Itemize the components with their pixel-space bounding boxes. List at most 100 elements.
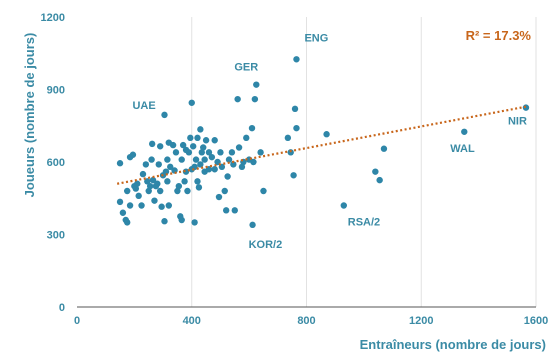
point-label-kor-2: KOR/2 [249, 239, 283, 251]
data-point-97 [290, 172, 297, 179]
point-label-uae: UAE [132, 100, 155, 112]
data-point-28 [158, 203, 165, 210]
point-labels: ENG GER UAE NIR WAL RSA/2 KOR/2 [132, 32, 526, 251]
data-point-82 [230, 161, 237, 168]
y-tick-label-2: 600 [47, 157, 65, 169]
data-point-19 [148, 156, 155, 163]
data-point-36 [167, 163, 174, 171]
data-point-40 [174, 187, 181, 195]
vertical-gridlines [191, 17, 537, 307]
y-tick-label-3: 900 [47, 85, 65, 97]
data-point-109 [340, 202, 347, 209]
data-point-95 [284, 134, 292, 142]
data-point-8 [129, 151, 137, 158]
y-tick-label-4: 1200 [41, 12, 65, 24]
data-point-53 [188, 99, 195, 106]
data-point-67 [202, 137, 210, 144]
data-point-0 [116, 160, 124, 167]
data-point-38 [171, 167, 178, 174]
data-point-41 [175, 182, 183, 190]
x-tick-label-3: 1200 [409, 315, 433, 327]
data-point-24 [154, 180, 161, 187]
data-point-30 [161, 218, 168, 225]
data-point-94 [260, 187, 267, 195]
data-point-26 [156, 187, 164, 195]
data-point-91 [250, 158, 257, 166]
point-label-eng: ENG [304, 32, 328, 44]
data-point-90 [248, 124, 256, 132]
x-tick-label-1: 400 [183, 315, 201, 327]
data-point-85 [235, 144, 243, 151]
data-point-55 [191, 219, 198, 226]
data-point-12 [135, 192, 142, 200]
data-point-104 [293, 56, 300, 63]
data-point-108 [461, 128, 468, 135]
data-point-27 [156, 143, 164, 150]
point-label-ger: GER [234, 62, 258, 74]
data-point-74 [215, 193, 223, 201]
x-tick-label-2: 800 [297, 315, 315, 327]
data-point-83 [231, 207, 238, 214]
data-point-63 [198, 149, 205, 156]
data-point-4 [124, 219, 131, 226]
data-point-70 [208, 153, 216, 161]
data-point-60 [195, 184, 203, 191]
data-point-68 [205, 149, 213, 156]
data-point-80 [225, 156, 233, 163]
data-point-75 [217, 149, 224, 156]
point-label-wal: WAL [450, 143, 475, 155]
data-point-98 [291, 105, 299, 113]
data-point-37 [169, 141, 177, 149]
data-point-6 [126, 202, 134, 209]
data-point-101 [372, 168, 379, 175]
data-point-22 [151, 197, 158, 204]
data-point-66 [201, 156, 208, 163]
data-point-2 [119, 209, 127, 216]
data-point-46 [181, 178, 188, 185]
y-tick-label-1: 300 [47, 230, 65, 242]
data-point-105 [253, 81, 260, 88]
x-axis-label: Entraîneurs (nombre de jours) [360, 337, 546, 352]
data-point-11 [134, 180, 141, 187]
scatter-points [116, 56, 530, 229]
y-tick-label-0: 0 [59, 302, 65, 314]
data-point-88 [243, 134, 250, 142]
data-point-78 [222, 207, 230, 214]
y-tick-labels: 0 300 600 900 1200 [41, 12, 65, 314]
data-point-61 [197, 161, 204, 168]
data-point-100 [323, 131, 330, 138]
data-point-71 [211, 166, 218, 173]
data-point-79 [224, 173, 231, 180]
point-label-nir: NIR [508, 116, 527, 128]
data-point-18 [146, 182, 154, 190]
point-label-rsa-2: RSA/2 [348, 217, 380, 229]
data-point-45 [179, 141, 187, 149]
data-point-77 [221, 187, 228, 195]
data-point-110 [249, 221, 256, 229]
data-point-10 [132, 185, 140, 192]
data-point-102 [376, 176, 383, 184]
r-squared-label: R² = 17.3% [466, 28, 532, 43]
data-point-51 [187, 134, 194, 142]
data-point-17 [145, 187, 152, 195]
data-point-86 [238, 163, 246, 171]
data-point-33 [164, 156, 171, 163]
data-point-54 [189, 143, 197, 150]
data-point-99 [293, 124, 300, 132]
data-point-96 [287, 149, 294, 156]
data-point-57 [192, 156, 200, 163]
data-point-5 [124, 187, 131, 195]
data-point-72 [211, 137, 218, 144]
trend-line [116, 105, 528, 185]
data-point-81 [228, 149, 236, 156]
data-point-49 [184, 187, 191, 195]
y-axis-label: Joueurs (nombre de jours) [22, 33, 37, 198]
data-point-64 [200, 144, 207, 151]
data-point-59 [194, 134, 201, 142]
data-point-92 [251, 95, 259, 103]
data-point-1 [116, 198, 124, 206]
data-point-106 [161, 111, 168, 119]
data-point-58 [194, 178, 201, 185]
data-point-39 [172, 149, 180, 156]
